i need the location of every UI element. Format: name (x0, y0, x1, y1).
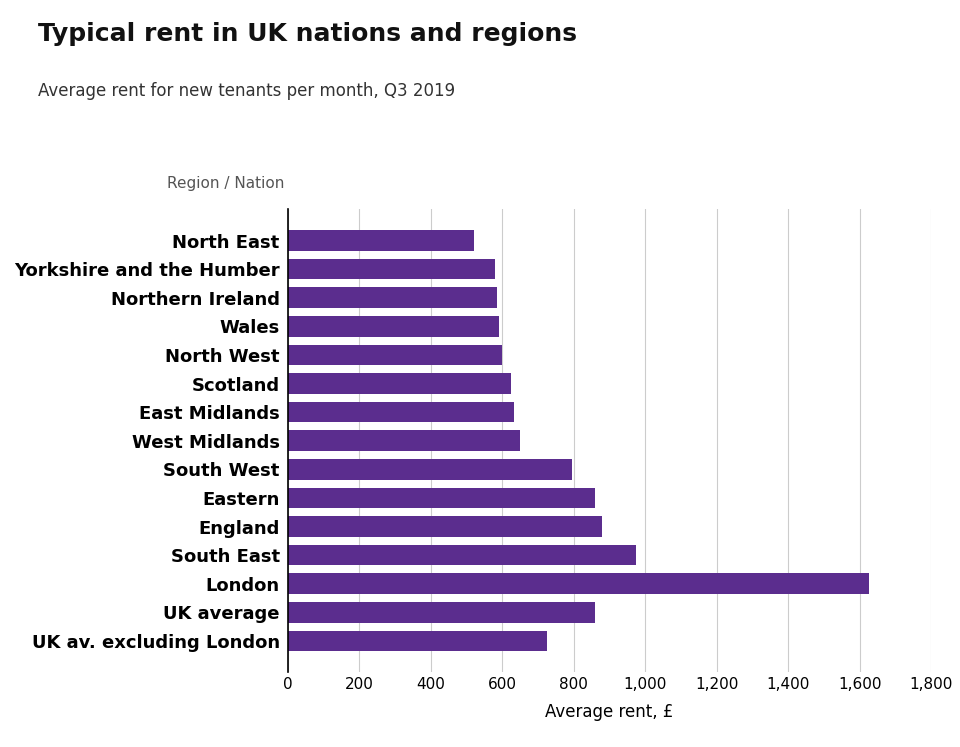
Bar (288, 230, 474, 251)
Bar (288, 430, 520, 451)
Text: Average rent for new tenants per month, Q3 2019: Average rent for new tenants per month, … (38, 82, 456, 100)
Bar (288, 402, 514, 422)
Bar (288, 488, 595, 508)
Bar (288, 288, 497, 308)
Bar (288, 574, 869, 594)
Bar (288, 516, 603, 537)
Bar (288, 374, 512, 394)
Bar (288, 459, 572, 480)
Bar (288, 630, 547, 651)
Text: Typical rent in UK nations and regions: Typical rent in UK nations and regions (38, 22, 577, 46)
Bar (288, 545, 636, 565)
X-axis label: Average rent, £: Average rent, £ (545, 703, 674, 722)
Text: Region / Nation: Region / Nation (167, 176, 285, 190)
Bar (288, 316, 499, 337)
Bar (288, 602, 595, 623)
Bar (288, 344, 502, 365)
Bar (288, 258, 494, 279)
